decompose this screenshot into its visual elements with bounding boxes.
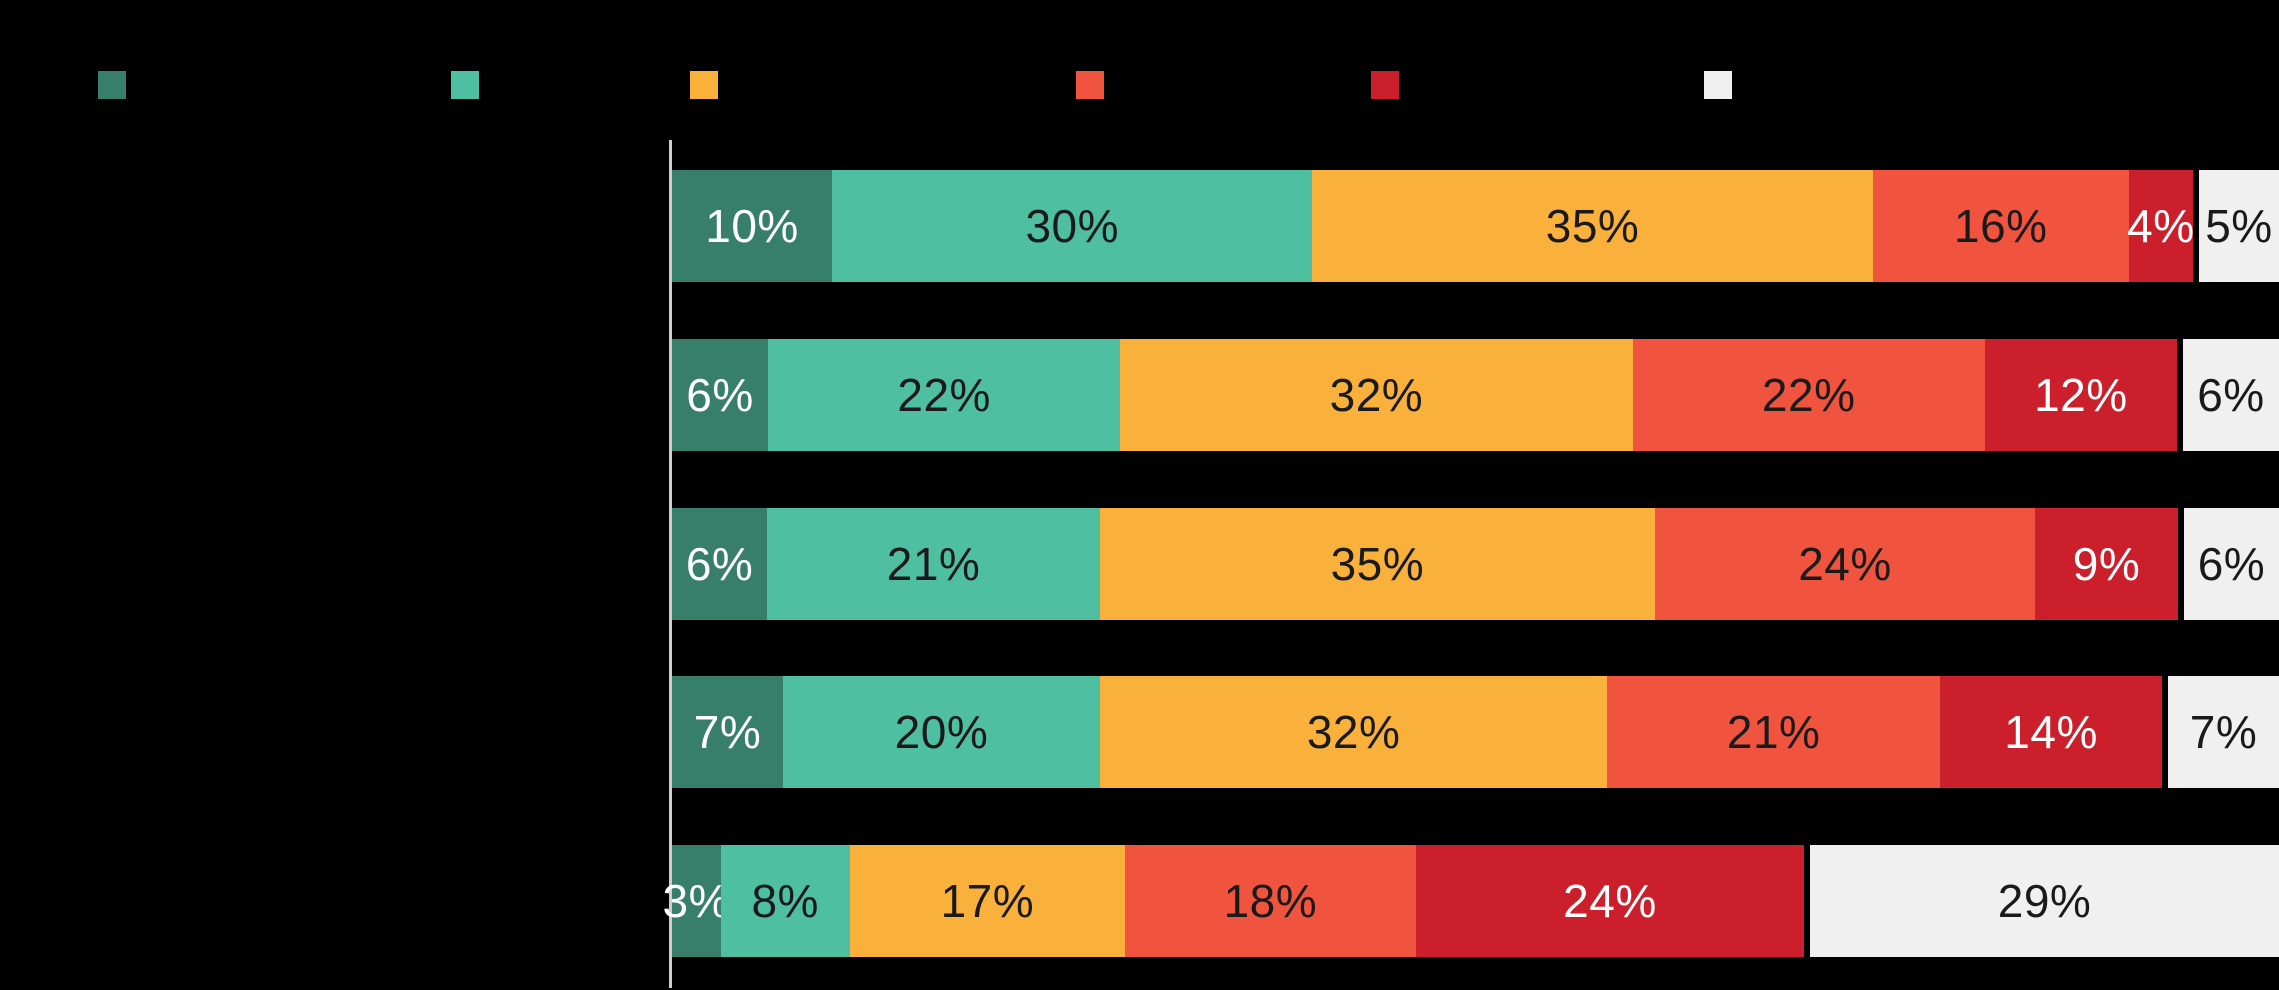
segment-value-label: 7%: [693, 706, 762, 758]
segment-value-label: 22%: [1761, 369, 1856, 421]
segment-value-label: 18%: [1223, 875, 1318, 927]
bar-segment-segment-3-orange: 17%: [849, 845, 1125, 957]
segment-value-label: 3%: [662, 875, 730, 927]
segment-value-label: 14%: [2004, 706, 2098, 758]
bar-segment-segment-3-orange: 35%: [1099, 508, 1655, 620]
legend-swatch-segment-2-teal: [451, 71, 479, 99]
bar-segment-segment-3-orange: 32%: [1120, 339, 1633, 451]
bar-row-3: 6% 21% 35% 24% 9% 6%: [672, 508, 2279, 620]
bar-row-4: 7% 20% 32% 21% 14% 7%: [672, 676, 2279, 788]
segment-value-label: 35%: [1330, 538, 1425, 590]
bar-segment-segment-5-dark-red: 4%: [2127, 170, 2195, 282]
bar-segment-segment-4-salmon: 18%: [1124, 845, 1416, 957]
bar-segment-segment-4-salmon: 24%: [1654, 508, 2036, 620]
segment-value-label: 24%: [1563, 875, 1657, 927]
bar-segment-segment-1-dark-green: 7%: [672, 676, 783, 788]
bar-segment-segment-5-dark-red: 12%: [1984, 339, 2177, 451]
segment-value-label: 21%: [1726, 706, 1821, 758]
legend-swatch-segment-3-orange: [690, 71, 718, 99]
segment-value-label: 8%: [751, 875, 819, 927]
segment-value-label: 6%: [2197, 369, 2265, 421]
bar-segment-segment-6-white: 6%: [2183, 508, 2279, 620]
legend-swatch-segment-5-dark-red: [1371, 71, 1399, 99]
segment-value-label: 10%: [705, 200, 799, 252]
y-axis-line: [669, 140, 672, 988]
bar-segment-segment-6-white: 6%: [2182, 339, 2279, 451]
bar-segment-segment-5-dark-red: 14%: [1940, 676, 2163, 788]
legend-swatch-segment-1-dark-green: [98, 71, 126, 99]
segment-value-label: 4%: [2127, 200, 2195, 252]
bar-segment-segment-4-salmon: 21%: [1607, 676, 1941, 788]
segment-value-label: 9%: [2072, 538, 2141, 590]
bar-segment-segment-2-teal: 8%: [720, 845, 850, 957]
segment-value-label: 22%: [897, 369, 991, 421]
bar-segment-segment-6-white: 7%: [2168, 676, 2279, 788]
segment-value-label: 16%: [1954, 200, 2048, 252]
bar-segment-segment-2-teal: 20%: [782, 676, 1100, 788]
segment-value-label: 21%: [886, 538, 981, 590]
segment-value-label: 29%: [1997, 875, 2092, 927]
bar-row-5: 3% 8% 17% 18% 24% 29%: [663, 845, 2279, 957]
segment-value-label: 6%: [685, 538, 754, 590]
segment-value-label: 6%: [2197, 538, 2266, 590]
segment-value-label: 12%: [2034, 369, 2128, 421]
bar-segment-segment-5-dark-red: 24%: [1415, 845, 1805, 957]
segment-value-label: 32%: [1329, 369, 1424, 421]
bar-segment-segment-2-teal: 30%: [832, 170, 1313, 282]
segment-value-label: 7%: [2189, 706, 2258, 758]
bar-segment-segment-6-white: 5%: [2198, 170, 2279, 282]
bar-segment-segment-1-dark-green: 10%: [672, 170, 833, 282]
segment-value-label: 6%: [686, 369, 754, 421]
segment-value-label: 32%: [1306, 706, 1401, 758]
bar-row-2: 6% 22% 32% 22% 12% 6%: [672, 339, 2279, 451]
bar-segment-segment-4-salmon: 22%: [1632, 339, 1985, 451]
bar-segment-segment-2-teal: 21%: [767, 508, 1100, 620]
bar-segment-segment-2-teal: 22%: [768, 339, 1121, 451]
segment-value-label: 17%: [940, 875, 1035, 927]
bar-segment-segment-3-orange: 35%: [1312, 170, 1873, 282]
bar-segment-segment-1-dark-green: 6%: [672, 508, 768, 620]
segment-value-label: 24%: [1798, 538, 1892, 590]
bar-segment-segment-1-dark-green: 3%: [663, 845, 729, 957]
bar-segment-segment-4-salmon: 16%: [1872, 170, 2129, 282]
bar-segment-segment-6-white: 29%: [1810, 845, 2279, 957]
bar-segment-segment-1-dark-green: 6%: [672, 339, 769, 451]
segment-value-label: 20%: [894, 706, 989, 758]
segment-value-label: 35%: [1545, 200, 1640, 252]
bar-segment-segment-5-dark-red: 9%: [2035, 508, 2178, 620]
legend-swatch-segment-6-white: [1704, 71, 1732, 99]
legend-swatch-segment-4-salmon: [1076, 71, 1104, 99]
bar-segment-segment-3-orange: 32%: [1099, 676, 1608, 788]
segment-value-label: 30%: [1025, 200, 1120, 252]
bar-row-1: 10% 30% 35% 16% 4% 5%: [672, 170, 2279, 282]
plot-area: 10% 30% 35% 16% 4% 5% 6% 22% 32% 22% 12% 6% 6% 21% 35%…: [663, 0, 2279, 990]
segment-value-label: 5%: [2205, 200, 2273, 252]
